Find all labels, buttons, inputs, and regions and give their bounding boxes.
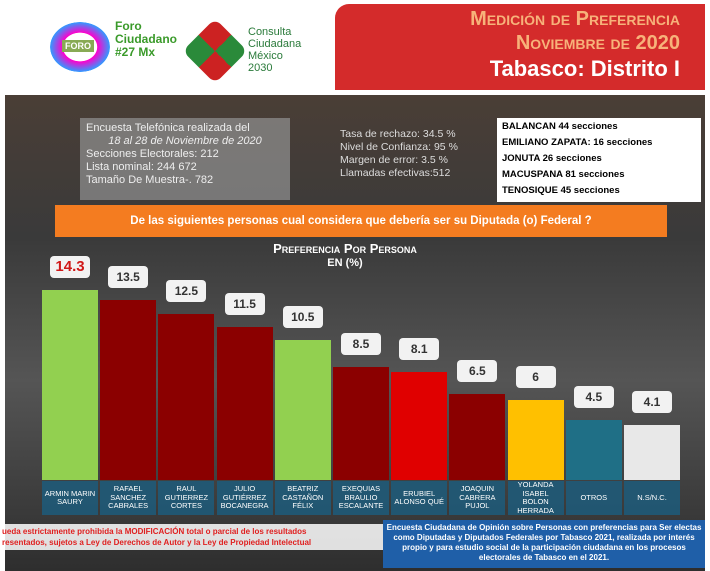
- info-line: BALANCAN 44 secciones: [502, 121, 618, 132]
- bar: [158, 313, 215, 480]
- x-tick-label: JULIO GUTIÉRREZ BOCANEGRA: [216, 481, 273, 515]
- value-label: 12.5: [166, 279, 207, 302]
- bar: [507, 400, 564, 480]
- chart-subtitle: EN (%): [327, 257, 363, 269]
- info-line: Tamaño De Muestra-. 782: [86, 174, 214, 186]
- value-label: 6: [515, 366, 556, 389]
- x-tick-label: ERUBIEL ALONSO QUÉ: [391, 481, 448, 515]
- value-label: 6.5: [457, 359, 498, 382]
- bar: [624, 425, 680, 480]
- sections: BALANCAN 44 secciones EMILIANO ZAPATA: 16…: [497, 118, 701, 202]
- title-line: Tabasco: Distrito I: [489, 56, 680, 81]
- info-line: Llamadas efectivas:512: [340, 167, 451, 179]
- info-line: 18 al 28 de Noviembre de 2020: [108, 135, 262, 147]
- x-tick-label: EXEQUIAS BRAULIO ESCALANTE: [333, 481, 389, 515]
- x-tick-label: YOLANDA ISABEL BOLON HERRADA: [507, 480, 564, 515]
- bar: [216, 327, 273, 480]
- info-line: EMILIANO ZAPATA: 16 secciones: [502, 137, 653, 148]
- logo2-text: Consulta Ciudadana México 2030: [248, 26, 302, 74]
- logo1-text: Foro Ciudadano #27 Mx: [115, 19, 177, 59]
- bar: [42, 289, 98, 480]
- bar: [100, 300, 157, 480]
- info-line: Lista nominal: 244 672: [86, 161, 197, 173]
- value-label: 10.5: [282, 306, 323, 329]
- value-label: 11.5: [224, 293, 265, 316]
- value-label: 4.5: [573, 386, 614, 409]
- value-label: 8.1: [399, 338, 440, 361]
- bar: [333, 366, 389, 480]
- chart-title: Preferencia Por Persona: [273, 241, 417, 256]
- title-line: Medición de Preferencia: [470, 8, 680, 30]
- info-line: Nivel de Confianza: 95 %: [340, 141, 458, 153]
- value-label: 8.5: [341, 332, 381, 355]
- bar: [565, 420, 622, 480]
- info-line: Tasa de rechazo: 34.5 %: [340, 128, 456, 140]
- footer-note: Encuesta Ciudadana de Opinión sobre Pers…: [383, 520, 705, 568]
- info-line: MACUSPANA 81 secciones: [502, 169, 625, 180]
- bar: [274, 340, 331, 480]
- value-label: 4.1: [632, 391, 672, 414]
- x-tick-label: N.S/N.C.: [624, 481, 680, 515]
- survey-info: Encuesta Telefónica realizada del 18 al 2…: [80, 118, 290, 200]
- info-line: Secciones Electorales: 212: [86, 148, 219, 160]
- title-box: [335, 4, 705, 90]
- x-tick-label: BEATRIZ CASTAÑON FÉLIX: [274, 481, 331, 515]
- info-line: Margen de error: 3.5 %: [340, 154, 448, 166]
- value-label: 13.5: [108, 266, 149, 289]
- question: De las siguientes personas cual consider…: [55, 205, 667, 237]
- x-tick-label: RAUL GUTIERREZ CORTES: [158, 481, 215, 515]
- survey-stats: Tasa de rechazo: 34.5 % Nivel de Confianz…: [340, 128, 458, 180]
- logo-badge: FORO: [62, 40, 94, 52]
- value-label: 14.3: [50, 255, 90, 278]
- info-line: Encuesta Telefónica realizada del: [86, 122, 250, 134]
- x-tick-label: RAFAEL SANCHEZ CABRALES: [100, 481, 157, 515]
- title-line: Noviembre de 2020: [515, 32, 680, 54]
- x-tick-label: JOAQUIN CABRERA PUJOL: [449, 481, 506, 515]
- bar: [391, 372, 448, 480]
- bar: [449, 393, 506, 480]
- x-tick-label: OTROS: [565, 481, 622, 515]
- info-line: JONUTA 26 secciones: [502, 153, 602, 164]
- info-line: TENOSIQUE 45 secciones: [502, 185, 620, 196]
- x-tick-label: ARMIN MARIN SAURY: [42, 481, 98, 515]
- legal-note: ueda estrictamente prohibida la MODIFICA…: [0, 524, 384, 550]
